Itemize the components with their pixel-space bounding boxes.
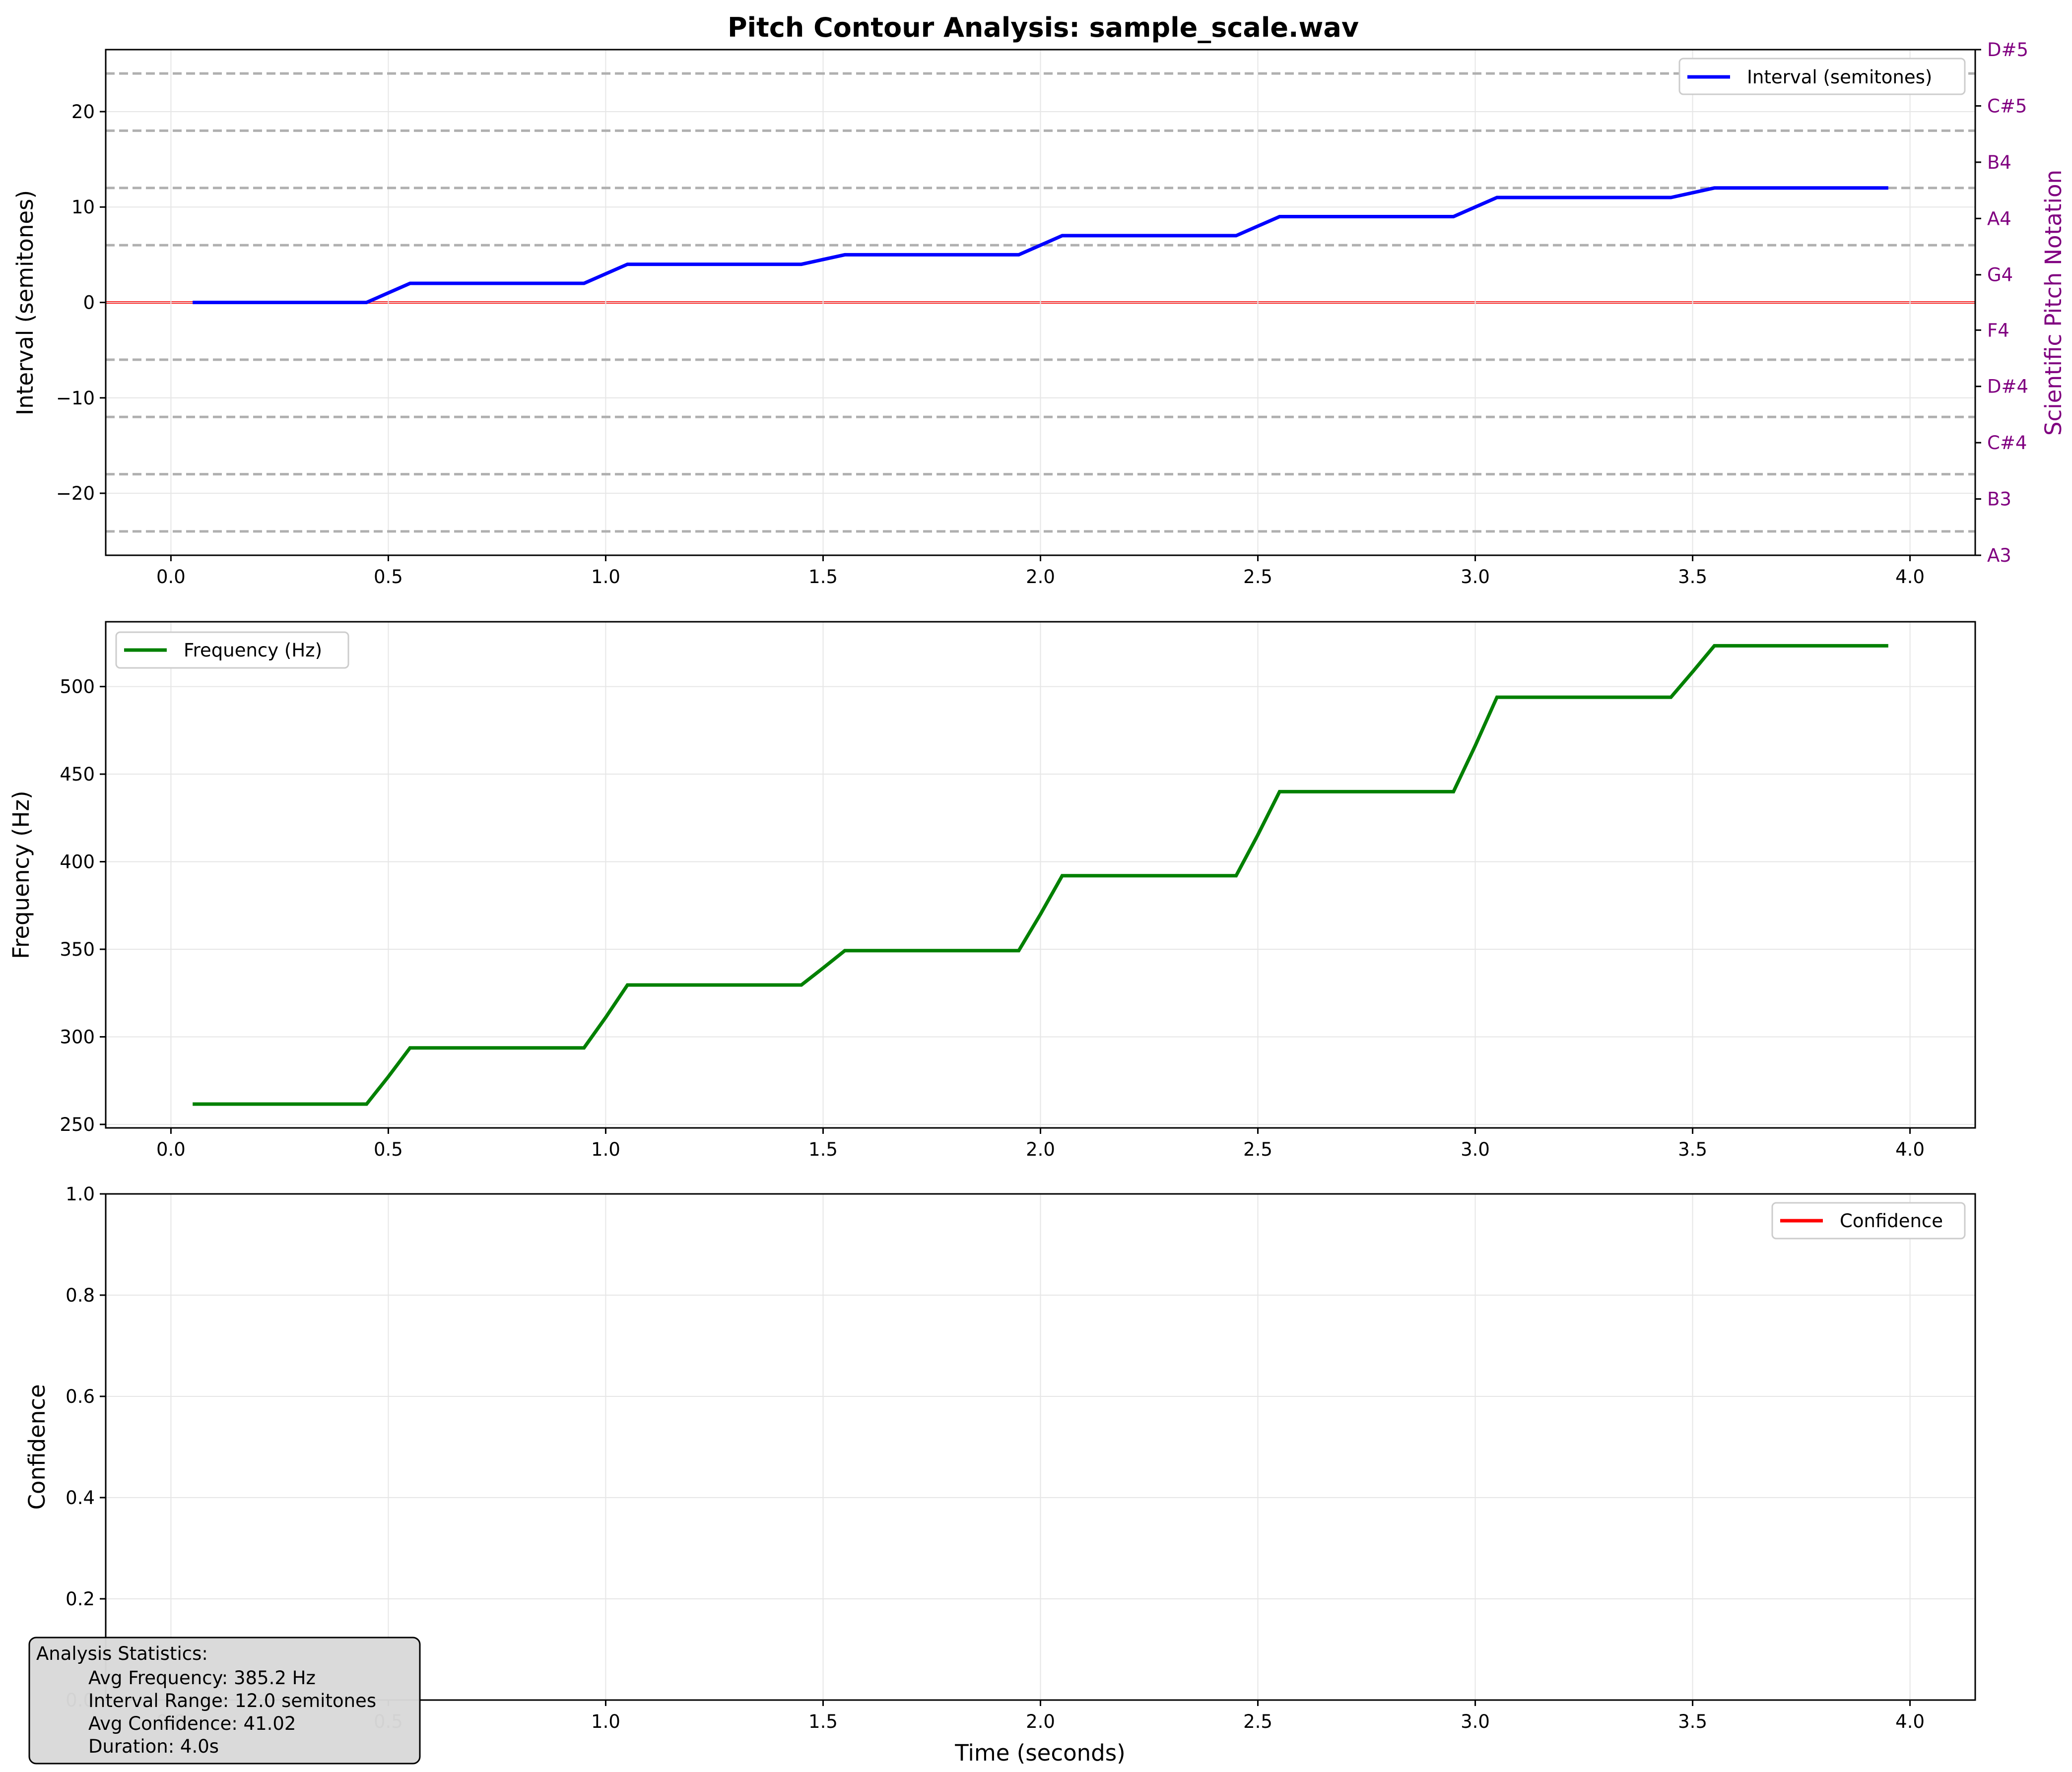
statistic-avg-confidence: Avg Confidence: 41.02 xyxy=(88,1713,296,1734)
pitch-tick-label: C#5 xyxy=(1987,95,2027,117)
confidence-legend: Confidence xyxy=(1771,1202,1966,1240)
x-tick-label: 3.5 xyxy=(1678,566,1707,588)
pitch-notation-ticks: A3 B3 C#4 D#4 F4 G4 A4 B4 C#5 D#5 xyxy=(1975,39,2028,566)
statistics-box-background xyxy=(28,1637,421,1765)
pitch-tick-label: G4 xyxy=(1987,264,2013,286)
interval-x-ticks: 0.0 0.5 1.0 1.5 2.0 2.5 3.0 3.5 4.0 xyxy=(156,555,1925,588)
x-tick-label: 4.0 xyxy=(1895,1711,1925,1732)
pitch-tick-label: C#4 xyxy=(1987,432,2027,454)
x-tick-label: 0.0 xyxy=(156,566,186,588)
confidence-y-axis-label: Confidence xyxy=(24,1384,50,1509)
confidence-y-ticks: 1.00.80.60.40.20.0 xyxy=(66,1183,106,1711)
pitch-tick-label: B4 xyxy=(1987,152,2011,173)
y-tick-label: 0.6 xyxy=(66,1386,95,1407)
y-tick-label: 0.8 xyxy=(66,1285,95,1306)
pitch-tick-label: D#5 xyxy=(1987,39,2028,61)
y-tick-label: 300 xyxy=(60,1026,95,1048)
y-tick-label: 250 xyxy=(60,1114,95,1135)
pitch-tick-label: D#4 xyxy=(1987,376,2028,397)
interval-legend-label: Interval (semitones) xyxy=(1747,66,1932,88)
statistic-duration: Duration: 4.0s xyxy=(88,1736,219,1757)
x-tick-label: 2.0 xyxy=(1026,566,1055,588)
interval-panel: 0.0 0.5 1.0 1.5 2.0 2.5 3.0 3.5 4.0 20100−10−20 … xyxy=(12,39,2067,588)
analysis-statistics-box: Analysis Statistics: Avg Frequency: 385.… xyxy=(28,1637,421,1765)
x-tick-label: 2.0 xyxy=(1026,1711,1055,1732)
frequency-x-ticks: 0.0 0.5 1.0 1.5 2.0 2.5 3.0 3.5 4.0 xyxy=(156,1128,1925,1160)
pitch-tick-label: B3 xyxy=(1987,489,2011,510)
interval-legend: Interval (semitones) xyxy=(1678,58,1966,95)
y-tick-label: 0 xyxy=(83,292,95,314)
figure-title: Pitch Contour Analysis: sample_scale.wav xyxy=(728,12,1359,43)
x-tick-label: 4.0 xyxy=(1895,566,1925,588)
confidence-legend-label: Confidence xyxy=(1840,1210,1943,1232)
frequency-legend-label: Frequency (Hz) xyxy=(184,640,322,661)
x-tick-label: 1.0 xyxy=(591,1711,620,1732)
x-tick-label: 3.5 xyxy=(1678,1711,1707,1732)
frequency-series-line xyxy=(193,644,1888,1106)
pitch-notation-axis-label: Scientific Pitch Notation xyxy=(2040,170,2067,436)
x-tick-label: 2.5 xyxy=(1243,1139,1272,1160)
x-tick-label: 3.0 xyxy=(1461,1139,1490,1160)
confidence-x-ticks: 0.00.51.01.52.02.53.03.54.0 xyxy=(156,1700,1925,1732)
x-tick-label: 3.0 xyxy=(1461,1711,1490,1732)
x-tick-label: 1.5 xyxy=(808,1711,838,1732)
pitch-tick-label: F4 xyxy=(1987,320,2009,341)
interval-y-ticks: 20 10 0 −10 −20 xyxy=(56,101,106,504)
x-tick-label: 4.0 xyxy=(1895,1139,1925,1160)
confidence-panel: 0.00.51.01.52.02.53.03.54.0 1.00.80.60.4… xyxy=(24,1183,1976,1766)
frequency-panel: 0.0 0.5 1.0 1.5 2.0 2.5 3.0 3.5 4.0 500 450 400 350… xyxy=(8,621,1976,1160)
x-tick-label: 2.0 xyxy=(1026,1139,1055,1160)
y-tick-label: 20 xyxy=(71,101,95,123)
y-tick-label: 0.4 xyxy=(66,1487,95,1509)
y-tick-label: 10 xyxy=(71,197,95,218)
statistic-interval-range: Interval Range: 12.0 semitones xyxy=(88,1690,376,1711)
semitone-guide-lines xyxy=(106,72,1975,533)
statistic-avg-frequency: Avg Frequency: 385.2 Hz xyxy=(88,1667,316,1689)
interval-grid xyxy=(106,50,1975,555)
x-tick-label: 1.0 xyxy=(591,1139,620,1160)
y-tick-label: −10 xyxy=(56,388,95,409)
frequency-y-axis-label: Frequency (Hz) xyxy=(8,790,34,959)
x-tick-label: 0.0 xyxy=(156,1139,186,1160)
interval-y-axis-label: Interval (semitones) xyxy=(12,190,38,415)
x-tick-label: 3.5 xyxy=(1678,1139,1707,1160)
frequency-legend-box xyxy=(115,631,349,669)
confidence-legend-box xyxy=(1771,1202,1966,1240)
y-tick-label: 0.2 xyxy=(66,1588,95,1610)
interval-series-line xyxy=(193,186,1888,304)
time-x-axis-label: Time (seconds) xyxy=(954,1740,1125,1766)
x-tick-label: 1.0 xyxy=(591,566,620,588)
x-tick-label: 0.5 xyxy=(374,566,403,588)
y-tick-label: 450 xyxy=(60,764,95,785)
y-tick-label: −20 xyxy=(56,483,95,504)
interval-legend-box xyxy=(1678,58,1966,95)
y-tick-label: 350 xyxy=(60,939,95,960)
pitch-tick-label: A3 xyxy=(1987,545,2011,566)
pitch-tick-label: A4 xyxy=(1987,208,2011,229)
x-tick-label: 1.5 xyxy=(808,566,838,588)
y-tick-label: 500 xyxy=(60,676,95,698)
frequency-y-ticks: 500 450 400 350 300 250 xyxy=(60,676,106,1135)
frequency-grid xyxy=(106,622,1975,1128)
confidence-grid xyxy=(106,1193,1975,1701)
x-tick-label: 1.5 xyxy=(808,1139,838,1160)
x-tick-label: 2.5 xyxy=(1243,1711,1272,1732)
x-tick-label: 3.0 xyxy=(1461,566,1490,588)
x-tick-label: 2.5 xyxy=(1243,566,1272,588)
y-tick-label: 1.0 xyxy=(66,1183,95,1205)
x-tick-label: 0.5 xyxy=(374,1139,403,1160)
y-tick-label: 400 xyxy=(60,852,95,873)
frequency-legend: Frequency (Hz) xyxy=(115,631,349,669)
statistics-heading: Analysis Statistics: xyxy=(36,1643,208,1664)
